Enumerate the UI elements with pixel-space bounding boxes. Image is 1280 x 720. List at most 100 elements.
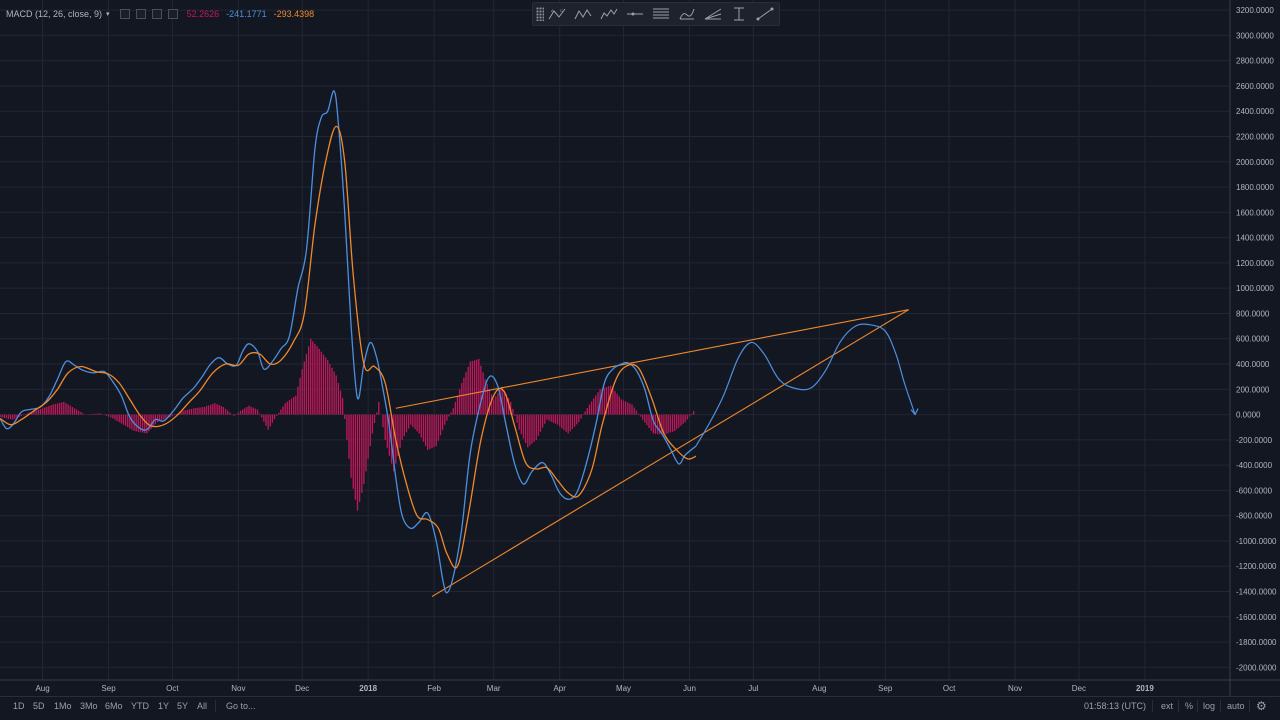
y-tick-label: 2200.0000 xyxy=(1236,133,1274,142)
y-tick-label: -600.0000 xyxy=(1236,486,1273,495)
y-tick-label: 2000.0000 xyxy=(1236,158,1274,167)
x-tick-label: Apr xyxy=(553,684,566,693)
y-tick-label: 1600.0000 xyxy=(1236,208,1274,217)
macd-lines xyxy=(0,90,919,594)
divider xyxy=(1249,700,1250,712)
y-tick-label: 3200.0000 xyxy=(1236,6,1274,15)
drag-handle-icon[interactable] xyxy=(536,7,544,21)
macd-chart[interactable]: 3200.0000 3000.0000 2800.0000 2600.0000 2400… xyxy=(0,0,1280,696)
timeframe-1d[interactable]: 1D xyxy=(13,701,25,711)
settings-icon[interactable] xyxy=(135,9,146,19)
goto-date-button[interactable]: Go to... xyxy=(226,701,256,711)
signal-value: -293.4398 xyxy=(273,9,315,19)
remove-icon[interactable] xyxy=(151,9,162,19)
divider xyxy=(1197,700,1198,712)
chevron-down-icon[interactable]: ▾ xyxy=(106,11,110,18)
divider xyxy=(215,700,216,712)
trendline-upper xyxy=(395,309,909,409)
grid xyxy=(0,0,1230,680)
divider xyxy=(1220,700,1221,712)
y-tick-label: 1000.0000 xyxy=(1236,284,1274,293)
percent-toggle[interactable]: % xyxy=(1185,701,1194,711)
y-tick-label: -1000.0000 xyxy=(1236,537,1277,546)
trendline-lower xyxy=(431,309,909,598)
x-tick-label: Aug xyxy=(812,684,826,693)
x-tick-label: Nov xyxy=(231,684,245,693)
divider xyxy=(1152,700,1153,712)
x-tick-label: Aug xyxy=(35,684,49,693)
timeframe-ytd[interactable]: YTD xyxy=(131,701,149,711)
y-tick-label: 200.0000 xyxy=(1236,385,1270,394)
elliott-wave-icon[interactable] xyxy=(596,3,622,25)
x-tick-label: Sep xyxy=(878,684,893,693)
svg-text:C: C xyxy=(560,8,563,13)
x-tick-label: Nov xyxy=(1008,684,1022,693)
y-tick-label: 1800.0000 xyxy=(1236,183,1274,192)
trend-line-icon[interactable] xyxy=(752,3,778,25)
svg-text:A: A xyxy=(551,8,554,13)
price-range-icon[interactable] xyxy=(726,3,752,25)
xabcd-pattern-icon[interactable] xyxy=(570,3,596,25)
utc-clock[interactable]: 01:58:13 (UTC) xyxy=(1084,701,1147,711)
visibility-icon[interactable] xyxy=(119,9,130,19)
x-tick-label: 2019 xyxy=(1136,684,1154,693)
y-tick-label: 2400.0000 xyxy=(1236,107,1274,116)
y-tick-label: -400.0000 xyxy=(1236,461,1273,470)
ext-toggle[interactable]: ext xyxy=(1161,701,1174,711)
y-tick-label: -1200.0000 xyxy=(1236,562,1277,571)
y-tick-label: 3000.0000 xyxy=(1236,31,1274,40)
axes: 3200.0000 3000.0000 2800.0000 2600.0000 2400… xyxy=(0,0,1280,696)
x-tick-label: Dec xyxy=(1072,684,1086,693)
x-tick-label: Jun xyxy=(683,684,696,693)
y-tick-label: 600.0000 xyxy=(1236,335,1270,344)
timeframe-1y[interactable]: 1Y xyxy=(158,701,170,711)
arrowhead-icon xyxy=(910,408,919,416)
gear-icon[interactable]: ⚙ xyxy=(1256,699,1267,713)
trendlines[interactable] xyxy=(395,309,909,598)
x-tick-label: Oct xyxy=(943,684,956,693)
y-tick-label: 2600.0000 xyxy=(1236,82,1274,91)
series-projection xyxy=(695,323,916,447)
timeframe-5y[interactable]: 5Y xyxy=(177,701,189,711)
log-toggle[interactable]: log xyxy=(1203,701,1216,711)
x-tick-label: Oct xyxy=(166,684,179,693)
y-tick-label: 2800.0000 xyxy=(1236,57,1274,66)
y-tick-label: 0.0000 xyxy=(1236,411,1261,420)
y-tick-label: -1800.0000 xyxy=(1236,638,1277,647)
macd-value: -241.1771 xyxy=(226,9,267,19)
x-tick-label: Jul xyxy=(748,684,758,693)
auto-toggle[interactable]: auto xyxy=(1227,701,1245,711)
divider xyxy=(1178,700,1179,712)
timeframe-all[interactable]: All xyxy=(197,701,208,711)
y-tick-label: -200.0000 xyxy=(1236,436,1273,445)
y-tick-label: 400.0000 xyxy=(1236,360,1270,369)
y-tick-label: 1200.0000 xyxy=(1236,259,1274,268)
indicator-name[interactable]: MACD (12, 26, close, 9) xyxy=(6,9,103,19)
timeframe-6mo[interactable]: 6Mo xyxy=(105,701,123,711)
x-tick-label: May xyxy=(616,684,631,693)
y-tick-label: -800.0000 xyxy=(1236,512,1273,521)
series-signal xyxy=(0,125,697,569)
brush-icon[interactable] xyxy=(674,3,700,25)
bottom-toolbar: 1D 5D 1Mo 3Mo 6Mo YTD 1Y 5Y All Go to...… xyxy=(0,696,1280,717)
timeframe-3mo[interactable]: 3Mo xyxy=(80,701,98,711)
series-macd xyxy=(0,90,697,594)
x-tick-label: Sep xyxy=(101,684,116,693)
x-tick-label: Mar xyxy=(487,684,501,693)
timeframe-1mo[interactable]: 1Mo xyxy=(54,701,72,711)
x-tick-label: Feb xyxy=(427,684,441,693)
y-tick-label: 800.0000 xyxy=(1236,309,1270,318)
y-tick-label: -1600.0000 xyxy=(1236,613,1277,622)
histogram-value: 52.2626 xyxy=(186,9,220,19)
more-icon[interactable] xyxy=(167,9,178,19)
x-tick-label: Dec xyxy=(295,684,309,693)
fib-retracement-icon[interactable] xyxy=(648,3,674,25)
timeframe-5d[interactable]: 5D xyxy=(33,701,45,711)
indicator-legend[interactable]: MACD (12, 26, close, 9) ▾ 52.2626 -241.1… xyxy=(6,8,314,20)
fib-fan-icon[interactable] xyxy=(700,3,726,25)
horizontal-ray-icon[interactable] xyxy=(622,3,648,25)
y-tick-label: 1400.0000 xyxy=(1236,234,1274,243)
